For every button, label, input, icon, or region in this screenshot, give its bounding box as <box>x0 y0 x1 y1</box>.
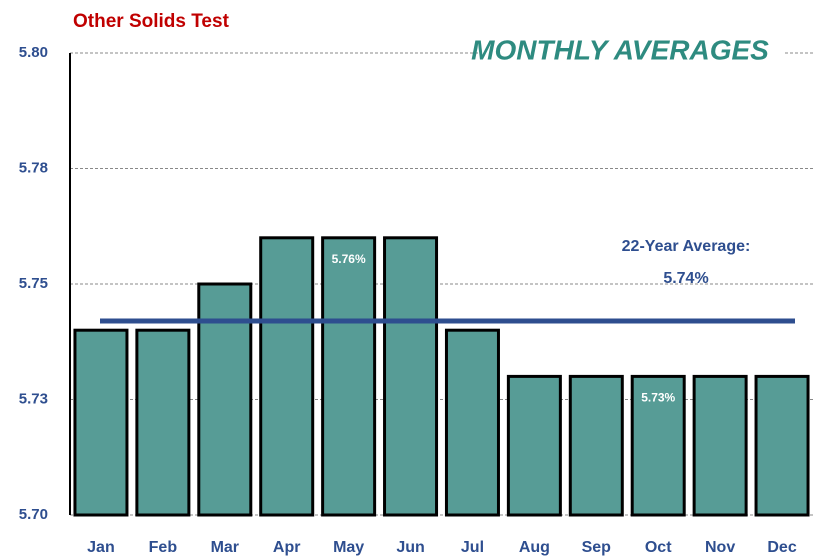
y-tick-label: 5.78 <box>19 159 48 176</box>
bar <box>444 328 500 517</box>
bar <box>506 374 562 517</box>
bar <box>321 236 377 517</box>
chart-subtitle: MONTHLY AVERAGES <box>471 34 769 65</box>
data-label: 5.73% <box>641 391 675 405</box>
bar <box>754 374 810 517</box>
bar <box>259 236 315 517</box>
x-tick-label: Jan <box>87 539 115 556</box>
y-tick-label: 5.75 <box>19 275 48 292</box>
x-tick-label: Sep <box>582 539 612 556</box>
data-label: 5.76% <box>332 252 366 266</box>
y-tick-label: 5.80 <box>19 44 48 61</box>
bar <box>692 374 748 517</box>
average-value-label: 5.74% <box>663 270 708 287</box>
chart-title: Other Solids Test <box>73 11 230 32</box>
x-tick-label: May <box>333 539 364 556</box>
x-tick-label: Aug <box>519 539 550 556</box>
x-tick-label: Oct <box>645 539 672 556</box>
x-tick-label: Dec <box>767 539 796 556</box>
bar <box>630 374 686 517</box>
x-tick-label: Feb <box>149 539 178 556</box>
x-tick-label: Nov <box>705 539 735 556</box>
bar <box>135 328 191 517</box>
x-tick-label: Jun <box>396 539 424 556</box>
bar <box>383 236 439 517</box>
x-tick-label: Jul <box>461 539 484 556</box>
y-tick-label: 5.73 <box>19 390 48 407</box>
bar <box>568 374 624 517</box>
y-tick-label: 5.70 <box>19 506 48 523</box>
x-tick-label: Apr <box>273 539 301 556</box>
average-label: 22-Year Average: <box>622 238 751 255</box>
bar <box>73 328 129 517</box>
subtitle-bg <box>478 30 783 72</box>
x-tick-label: Mar <box>211 539 239 556</box>
